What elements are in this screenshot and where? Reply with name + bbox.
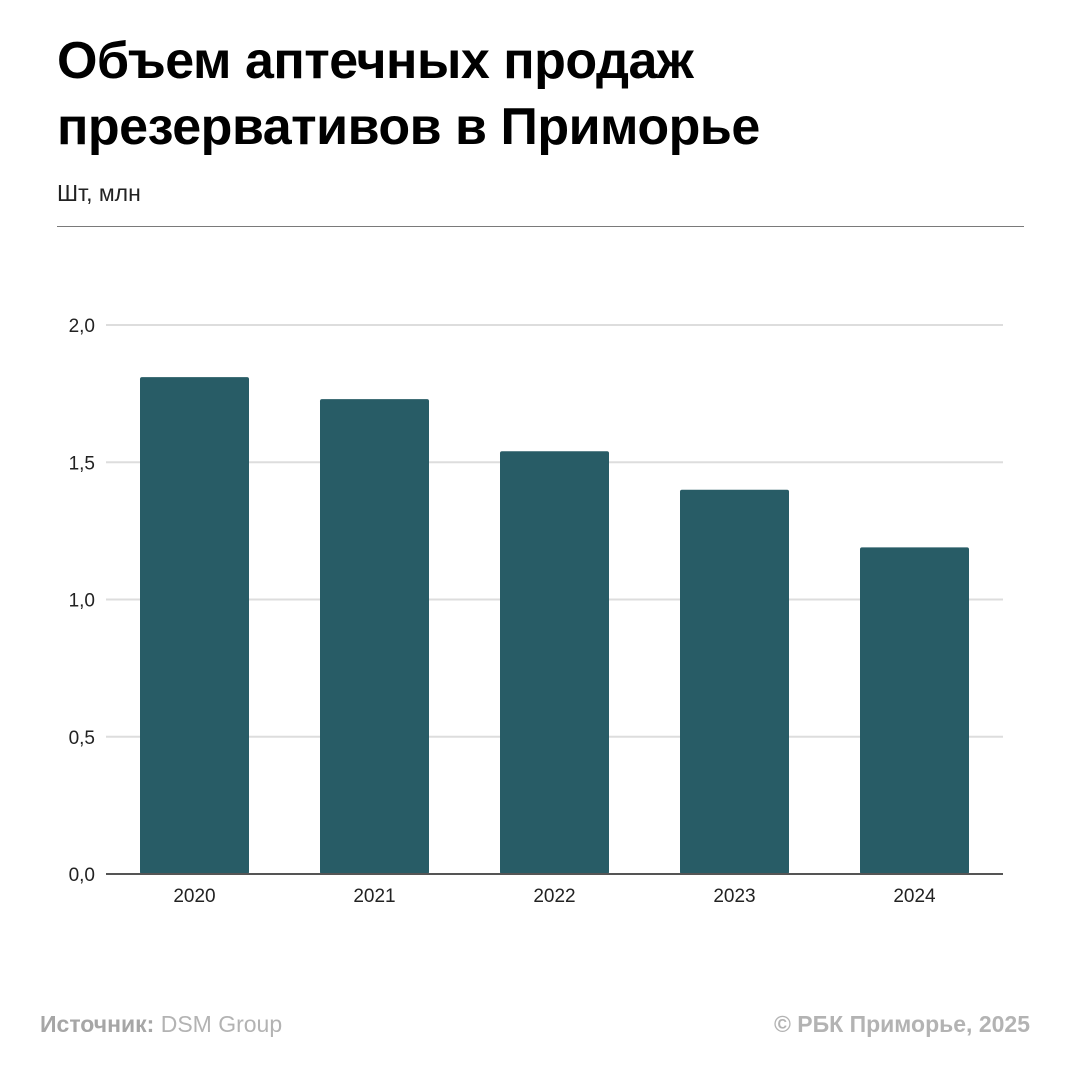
bar-chart: 0,0 0,5 1,0 1,5 2,0 2020 2021 2022 2023 2024 bbox=[69, 316, 1003, 907]
bar-2020 bbox=[140, 377, 249, 874]
header-divider bbox=[57, 226, 1024, 227]
source-value: DSM Group bbox=[160, 1011, 283, 1037]
y-tick-label: 1,0 bbox=[69, 591, 95, 612]
chart-subtitle: Шт, млн bbox=[57, 180, 141, 206]
chart-title: Объем аптечных продаж презервативов в Пр… bbox=[57, 32, 760, 156]
x-tick-label: 2023 bbox=[713, 886, 755, 907]
copyright-note: © РБК Приморье, 2025 bbox=[773, 1011, 1030, 1037]
bar-2023 bbox=[680, 489, 789, 874]
axes: 0,0 0,5 1,0 1,5 2,0 2020 2021 2022 2023 2024 bbox=[69, 316, 1003, 907]
bars bbox=[140, 377, 969, 874]
source-label: Источник: bbox=[40, 1011, 155, 1037]
x-tick-label: 2021 bbox=[353, 886, 395, 907]
y-tick-label: 0,5 bbox=[69, 728, 95, 749]
x-tick-label: 2024 bbox=[893, 886, 936, 907]
x-tick-label: 2020 bbox=[173, 886, 215, 907]
y-tick-label: 0,0 bbox=[69, 865, 95, 886]
bar-2022 bbox=[500, 451, 609, 874]
y-tick-label: 2,0 bbox=[69, 316, 95, 337]
bar-2021 bbox=[320, 399, 429, 874]
bar-2024 bbox=[860, 547, 969, 874]
x-tick-label: 2022 bbox=[533, 886, 575, 907]
y-tick-label: 1,5 bbox=[69, 453, 95, 474]
source-note: Источник: DSM Group bbox=[40, 1009, 282, 1039]
